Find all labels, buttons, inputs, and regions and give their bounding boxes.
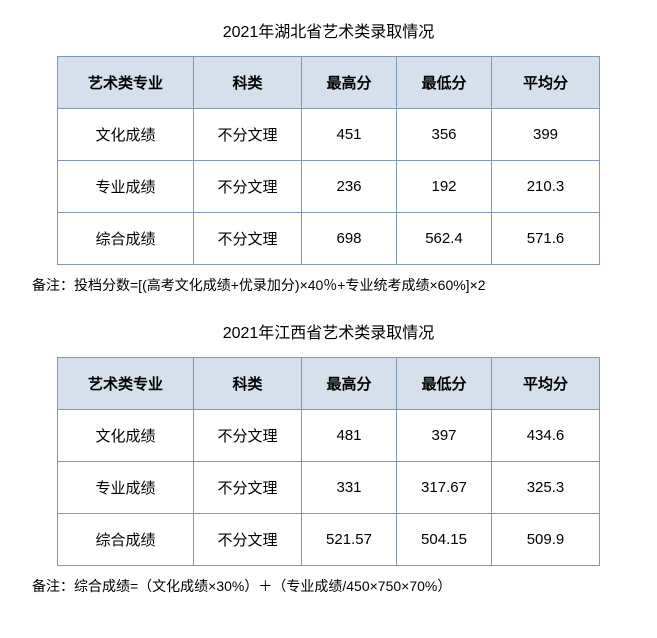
cell: 专业成绩 (58, 161, 194, 213)
col-header: 平均分 (492, 358, 600, 410)
table-note: 备注：投档分数=[(高考文化成绩+优录加分)×40％+专业统考成绩×60%]×2 (30, 275, 627, 295)
cell: 356 (397, 109, 492, 161)
cell: 434.6 (492, 410, 600, 462)
admission-table-jiangxi: 艺术类专业 科类 最高分 最低分 平均分 文化成绩 不分文理 481 397 4… (57, 357, 600, 566)
cell: 210.3 (492, 161, 600, 213)
table-note: 备注：综合成绩=（文化成绩×30%）＋（专业成绩/450×750×70%） (30, 576, 627, 596)
cell: 不分文理 (194, 109, 302, 161)
table-row: 专业成绩 不分文理 236 192 210.3 (58, 161, 600, 213)
cell: 不分文理 (194, 213, 302, 265)
table-header-row: 艺术类专业 科类 最高分 最低分 平均分 (58, 57, 600, 109)
col-header: 最低分 (397, 57, 492, 109)
cell: 不分文理 (194, 462, 302, 514)
cell: 文化成绩 (58, 410, 194, 462)
cell: 325.3 (492, 462, 600, 514)
cell: 571.6 (492, 213, 600, 265)
cell: 504.15 (397, 514, 492, 566)
col-header: 最高分 (302, 358, 397, 410)
col-header: 艺术类专业 (58, 358, 194, 410)
table-row: 文化成绩 不分文理 451 356 399 (58, 109, 600, 161)
table-title: 2021年江西省艺术类录取情况 (30, 319, 627, 343)
cell: 562.4 (397, 213, 492, 265)
cell: 481 (302, 410, 397, 462)
cell: 文化成绩 (58, 109, 194, 161)
col-header: 科类 (194, 358, 302, 410)
table-title: 2021年湖北省艺术类录取情况 (30, 18, 627, 42)
cell: 不分文理 (194, 161, 302, 213)
col-header: 艺术类专业 (58, 57, 194, 109)
cell: 317.67 (397, 462, 492, 514)
cell: 236 (302, 161, 397, 213)
cell: 698 (302, 213, 397, 265)
col-header: 平均分 (492, 57, 600, 109)
cell: 521.57 (302, 514, 397, 566)
table-row: 综合成绩 不分文理 521.57 504.15 509.9 (58, 514, 600, 566)
cell: 399 (492, 109, 600, 161)
cell: 509.9 (492, 514, 600, 566)
cell: 综合成绩 (58, 514, 194, 566)
admission-table-hubei: 艺术类专业 科类 最高分 最低分 平均分 文化成绩 不分文理 451 356 3… (57, 56, 600, 265)
col-header: 最高分 (302, 57, 397, 109)
cell: 451 (302, 109, 397, 161)
cell: 综合成绩 (58, 213, 194, 265)
cell: 331 (302, 462, 397, 514)
cell: 专业成绩 (58, 462, 194, 514)
cell: 192 (397, 161, 492, 213)
col-header: 最低分 (397, 358, 492, 410)
cell: 不分文理 (194, 410, 302, 462)
cell: 397 (397, 410, 492, 462)
table-header-row: 艺术类专业 科类 最高分 最低分 平均分 (58, 358, 600, 410)
table-row: 文化成绩 不分文理 481 397 434.6 (58, 410, 600, 462)
table-row: 综合成绩 不分文理 698 562.4 571.6 (58, 213, 600, 265)
cell: 不分文理 (194, 514, 302, 566)
col-header: 科类 (194, 57, 302, 109)
table-row: 专业成绩 不分文理 331 317.67 325.3 (58, 462, 600, 514)
